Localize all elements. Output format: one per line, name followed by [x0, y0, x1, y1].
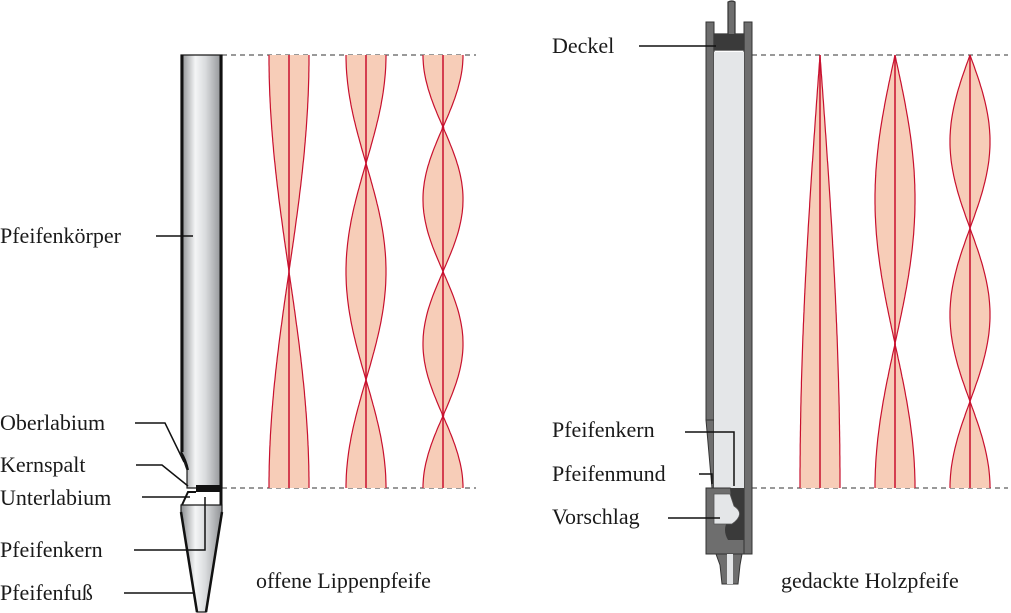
stopped-pipe-mode-1-right-edge — [819, 54, 841, 488]
open-pipe-mode-2-right-edge — [365, 55, 387, 488]
label-stopper: Deckel — [552, 33, 614, 58]
label-mouth: Pfeifenmund — [552, 461, 666, 486]
leader-upper-lip — [135, 422, 185, 463]
open-pipe-group: Pfeifenkörper Oberlabium Kernspalt Unter… — [0, 54, 476, 613]
stopped-pipe-group: Deckel Pfeifenkern Pfeifenmund Vorschlag… — [552, 0, 1008, 593]
wooden-pipe-slope — [714, 420, 744, 488]
label-languid: Pfeifenkern — [0, 537, 103, 562]
open-pipe-mode-3-right-edge — [442, 55, 464, 488]
label-lower-lip: Unterlabium — [0, 485, 111, 510]
wooden-pipe-right-wall — [743, 21, 753, 555]
stopper-plug — [714, 34, 744, 50]
stopped-pipe-mode-1-left-edge — [799, 54, 821, 488]
stopped-pipe-mode-3-right-edge — [894, 54, 916, 488]
wooden-pipe-left-wall-lower — [705, 419, 715, 489]
open-pipe-mode-3-fill — [423, 55, 463, 488]
upper-lip-shape — [180, 451, 189, 471]
label-cap: Vorschlag — [552, 504, 640, 529]
label-pipe-body: Pfeifenkörper — [0, 223, 122, 248]
languid-shape — [196, 485, 222, 492]
stopped-pipe-mode-5-right-edge — [969, 54, 991, 488]
label-upper-lip: Oberlabium — [0, 410, 105, 435]
pipe-foot-left-edge — [179, 511, 199, 613]
stopped-pipe-standing-waves — [799, 54, 991, 488]
open-pipe-mode-2-left-edge — [345, 55, 367, 488]
stopped-pipe-mode-3-left-edge — [874, 54, 896, 488]
caption-stopped-pipe: gedackte Holzpfeife — [781, 568, 959, 593]
open-pipe-mode-1-fill — [269, 55, 309, 488]
leader-flue — [136, 464, 189, 487]
stopped-pipe-mode-5-left-edge — [949, 54, 971, 488]
open-pipe-mode-3-left-edge — [422, 55, 444, 488]
caption-open-pipe: offene Lippenpfeife — [256, 568, 431, 593]
label-block: Pfeifenkern — [552, 417, 655, 442]
metal-pipe-body — [180, 54, 223, 489]
wooden-pipe-interior — [714, 52, 744, 488]
pipe-foot-shape — [180, 504, 223, 613]
cap-shape — [713, 493, 740, 525]
wooden-pipe-left-wall — [705, 21, 715, 421]
leader-mouth — [699, 473, 713, 484]
label-pipe-foot: Pfeifenfuß — [0, 580, 93, 605]
label-flue: Kernspalt — [0, 452, 86, 477]
leader-block — [685, 431, 735, 486]
lower-lip-shape — [181, 491, 196, 506]
pipe-foot-right-edge — [204, 511, 224, 613]
open-pipe-standing-waves — [268, 55, 464, 488]
leader-languid — [134, 497, 206, 551]
wooden-pipe-foot-bore — [727, 554, 733, 584]
